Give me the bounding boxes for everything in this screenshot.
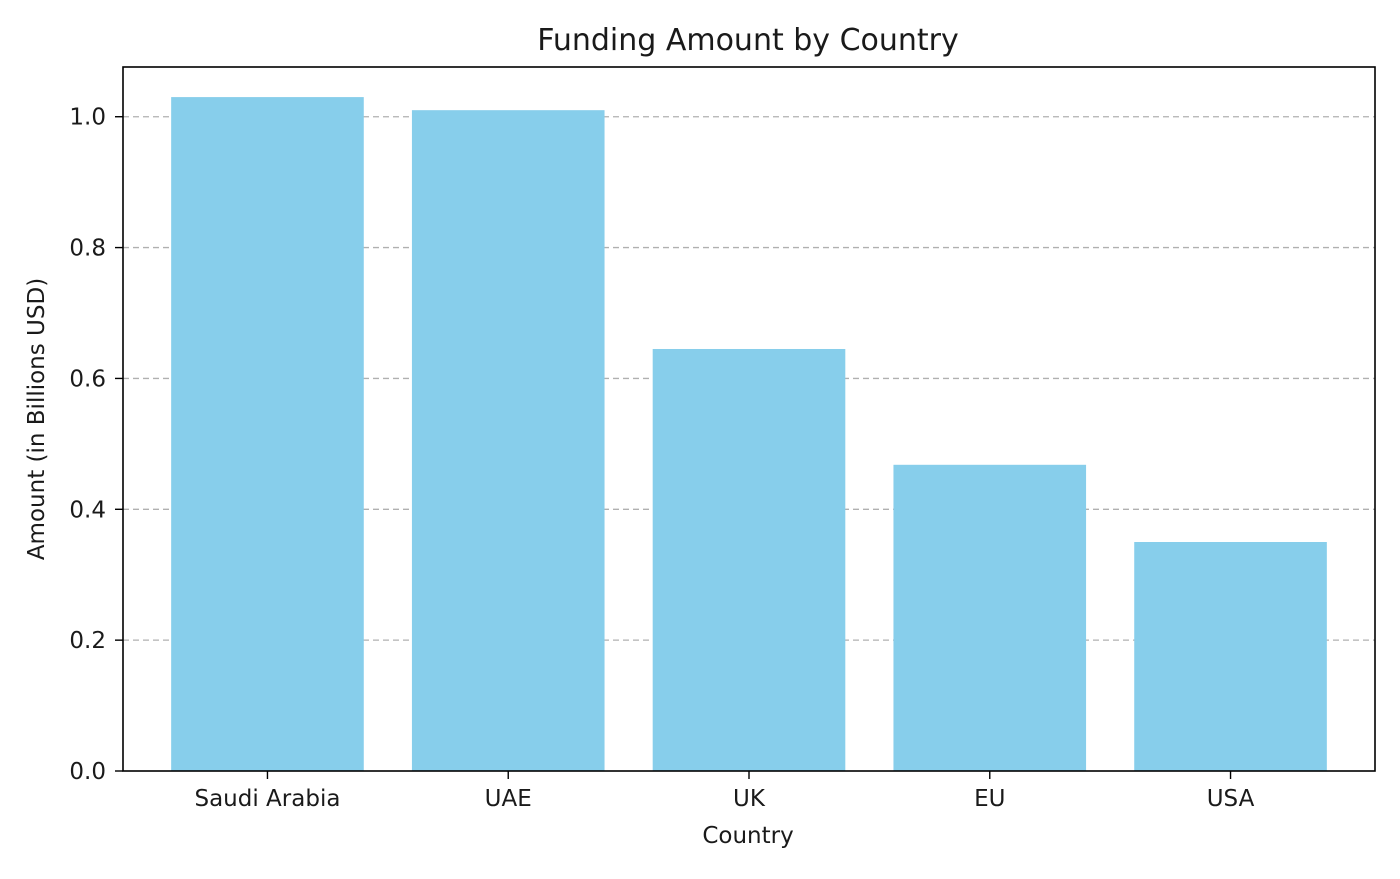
y-tick-label: 0.8 [69,236,106,262]
y-tick-label: 0.0 [69,759,106,785]
bar-saudi-arabia [171,97,364,771]
bars [171,97,1327,772]
y-tick-label: 0.2 [69,628,106,654]
bar-eu [893,464,1087,771]
chart-title: Funding Amount by Country [537,23,959,58]
x-tick-label: USA [1207,786,1255,812]
x-tick-label: Saudi Arabia [194,786,340,812]
bar-uae [411,110,605,772]
y-axis-label: Amount (in Billions USD) [24,278,50,560]
x-tick-label: UK [733,786,766,812]
bar-usa [1134,542,1327,771]
x-tick-label: EU [974,786,1005,812]
y-tick-label: 0.6 [69,366,106,392]
y-tick-label: 1.0 [69,105,106,131]
bar-uk [652,348,846,771]
y-tick-label: 0.4 [69,497,106,523]
x-axis-label: Country [702,823,793,849]
x-axis-ticks: Saudi Arabia UAE UK EU USA [194,771,1255,812]
y-axis-ticks: 0.0 0.2 0.4 0.6 0.8 1.0 [69,105,123,785]
x-tick-label: UAE [485,786,532,812]
